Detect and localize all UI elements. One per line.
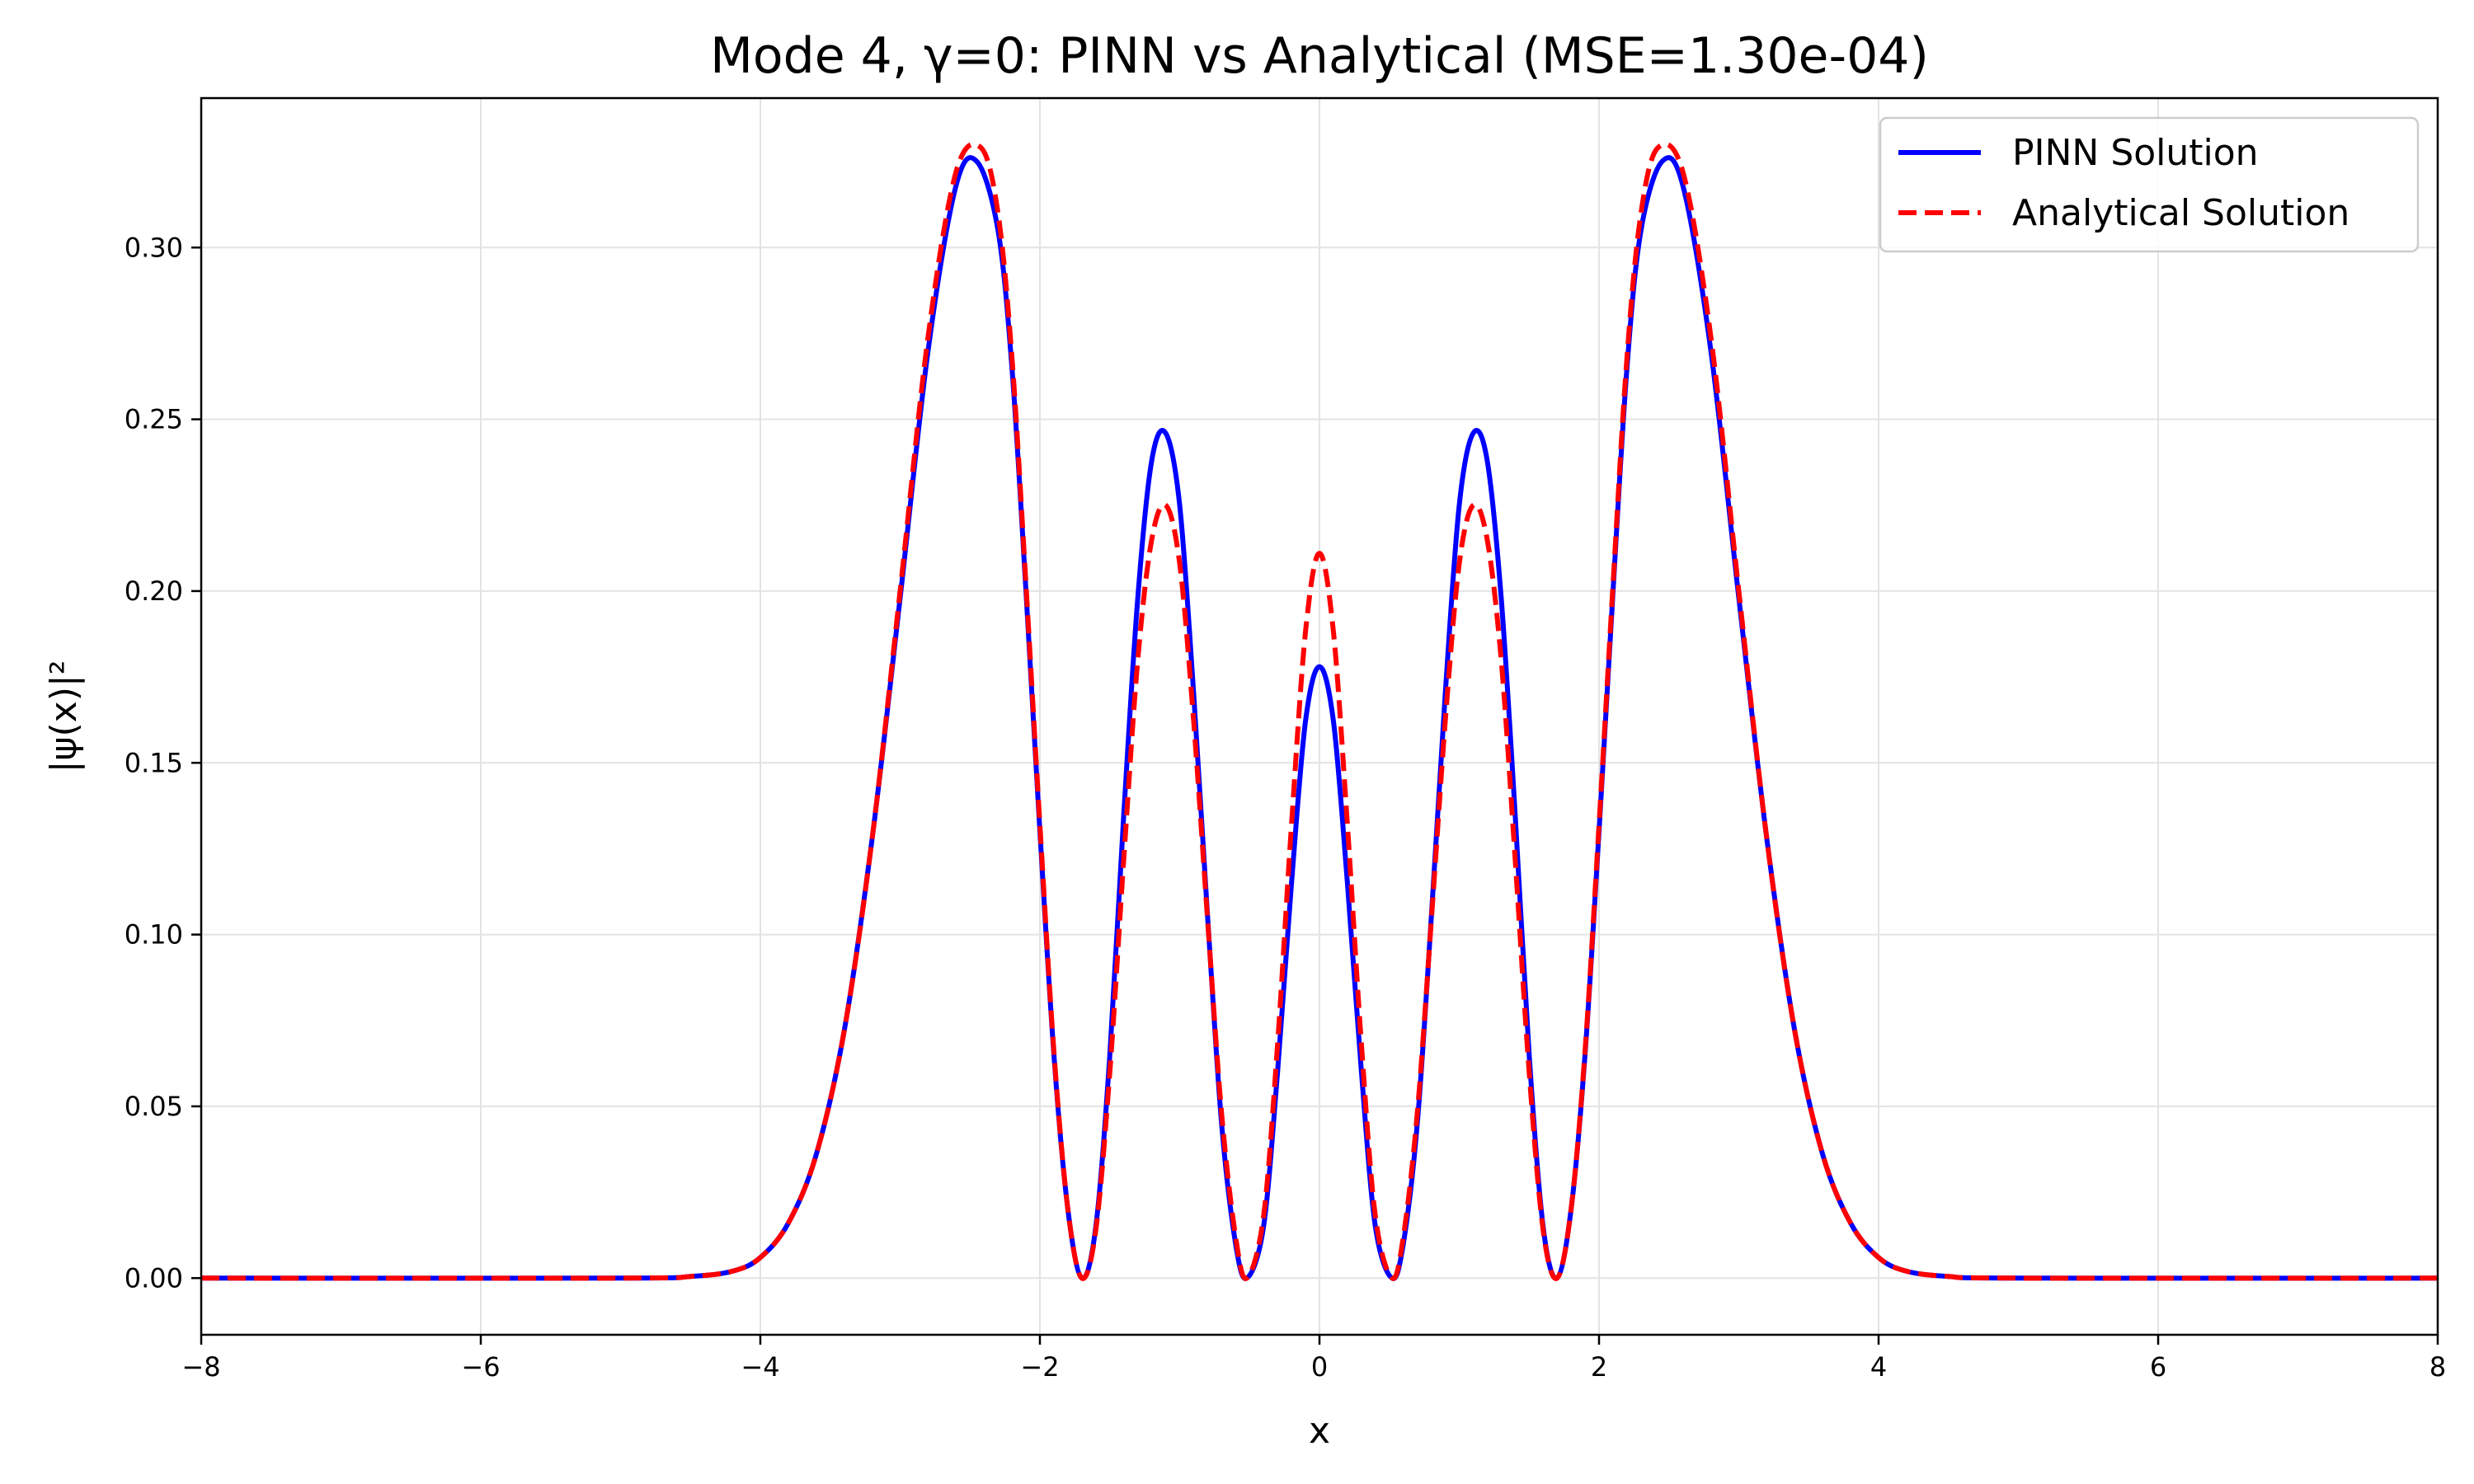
x-tick-label: −2: [1020, 1351, 1059, 1383]
y-tick-label: 0.30: [125, 232, 183, 263]
x-axis-label: x: [1309, 1410, 1330, 1452]
x-tick-label: 4: [1870, 1351, 1887, 1383]
chart-title: Mode 4, γ=0: PINN vs Analytical (MSE=1.3…: [710, 27, 1929, 85]
x-tick-label: 6: [2150, 1351, 2166, 1383]
y-tick-label: 0.10: [125, 919, 183, 951]
x-tick-label: −8: [181, 1351, 220, 1383]
y-tick-label: 0.00: [125, 1262, 183, 1294]
x-tick-label: −6: [461, 1351, 500, 1383]
y-axis-label: |ψ(x)|²: [43, 660, 85, 773]
series-line-analytical: [200, 141, 2439, 1281]
legend-label-analytical: Analytical Solution: [2012, 192, 2349, 234]
x-ticks: −8 −6 −4 −2 0 2 4 6 8: [181, 1335, 2446, 1383]
y-tick-label: 0.15: [125, 747, 183, 778]
x-tick-label: 0: [1311, 1351, 1328, 1383]
x-tick-label: 2: [1591, 1351, 1607, 1383]
x-tick-label: 8: [2429, 1351, 2446, 1383]
legend-box: [1879, 116, 2420, 253]
legend-label-pinn: PINN Solution: [2012, 132, 2259, 174]
y-ticks: 0.00 0.05 0.10 0.15 0.20 0.25 0.30: [125, 232, 201, 1294]
x-tick-label: −4: [741, 1351, 779, 1383]
series-line-pinn: [200, 155, 2439, 1281]
legend: PINN Solution Analytical Solution: [1879, 116, 2420, 253]
y-tick-label: 0.20: [125, 575, 183, 607]
y-tick-label: 0.05: [125, 1091, 183, 1122]
y-tick-label: 0.25: [125, 404, 183, 435]
series-layer: [200, 141, 2439, 1281]
